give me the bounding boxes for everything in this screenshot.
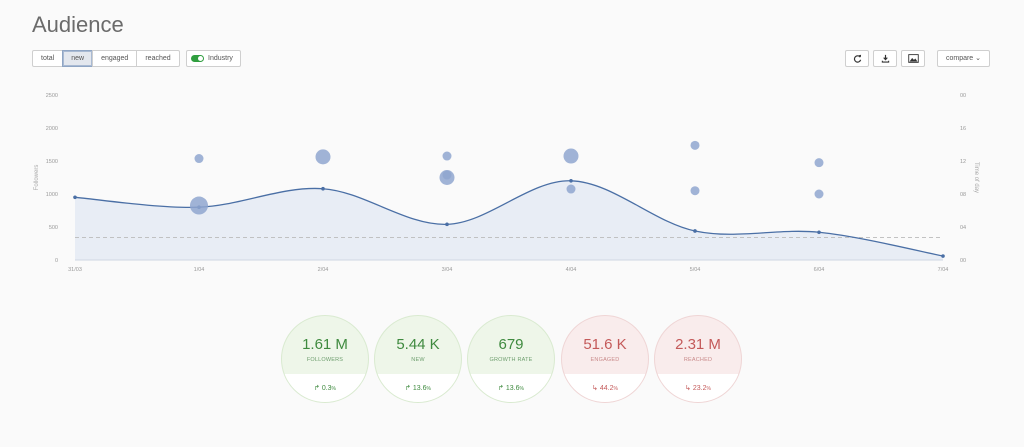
time-bubble	[814, 158, 824, 168]
data-point	[445, 222, 449, 227]
right-tick-label: 00	[960, 258, 966, 264]
stat-label: FOLLOWERS	[306, 357, 344, 363]
data-point	[569, 179, 573, 183]
refresh-button[interactable]	[845, 50, 869, 67]
time-bubble	[690, 186, 700, 196]
time-bubble	[690, 140, 700, 150]
stat-value: 679	[498, 336, 524, 353]
arrow-down-icon: ↳	[592, 385, 598, 392]
stat-new: 5.44 K NEW ↱ 13.6%	[374, 315, 462, 403]
stat-label: ENGAGED	[590, 357, 620, 363]
stat-value: 2.31 M	[675, 336, 721, 353]
stat-label: NEW	[411, 357, 425, 363]
x-tick-label: 5/04	[690, 267, 701, 273]
metric-tabs: total new engaged reached	[32, 50, 180, 67]
time-bubble	[315, 149, 331, 165]
industry-label: Industry	[208, 55, 233, 62]
x-tick-label: 1/04	[194, 267, 205, 273]
left-tick-label: 2000	[46, 126, 58, 132]
stats-row: 1.61 M FOLLOWERS ↱ 0.3% 5.44 K NEW ↱ 13.…	[281, 315, 742, 405]
right-tick-label: 16	[960, 126, 966, 132]
industry-toggle-button[interactable]: Industry	[186, 50, 241, 67]
stat-change: ↱ 0.3%	[313, 385, 336, 392]
time-bubble	[566, 184, 576, 194]
right-tick-label: 12	[960, 159, 966, 165]
time-bubble	[442, 151, 452, 161]
toggle-icon[interactable]	[191, 55, 204, 62]
left-tick-label: 500	[49, 225, 58, 231]
left-tick-label: 2500	[46, 93, 58, 99]
stat-change: ↳ 23.2%	[685, 385, 711, 392]
left-axis-label: Followers	[34, 165, 40, 191]
left-tick-label: 0	[55, 258, 58, 264]
data-point	[693, 229, 697, 233]
x-tick-label: 4/04	[566, 267, 577, 273]
page-title: Audience	[32, 12, 124, 37]
download-button[interactable]	[873, 50, 897, 67]
stat-change: ↱ 13.6%	[405, 385, 431, 392]
time-bubble	[814, 189, 824, 199]
x-tick-label: 2/04	[318, 267, 329, 273]
x-tick-label: 6/04	[814, 267, 825, 273]
arrow-up-icon: ↱	[405, 385, 411, 392]
data-point	[321, 186, 325, 191]
stat-value: 51.6 K	[583, 336, 627, 353]
x-tick-label: 3/04	[442, 267, 453, 273]
time-bubble	[194, 154, 204, 164]
x-tick-label: 7/04	[938, 267, 949, 273]
compare-dropdown[interactable]: compare ⌄	[937, 50, 990, 67]
tab-reached[interactable]: reached	[136, 50, 180, 67]
refresh-icon	[853, 54, 861, 63]
followers-area	[75, 180, 943, 260]
arrow-up-icon: ↱	[498, 385, 504, 392]
arrow-up-icon: ↱	[313, 385, 320, 392]
stat-followers: 1.61 M FOLLOWERS ↱ 0.3%	[281, 315, 369, 403]
right-tick-label: 00	[960, 93, 966, 99]
left-tick-label: 1000	[46, 192, 58, 198]
time-bubble	[563, 148, 579, 164]
followers-line	[74, 180, 944, 257]
right-axis-label: Time of day	[973, 162, 979, 193]
time-bubble	[190, 196, 208, 215]
stat-change: ↳ 44.2%	[592, 385, 618, 392]
left-tick-label: 1500	[46, 159, 58, 165]
export-image-button[interactable]	[901, 50, 925, 67]
time-bubble	[442, 170, 452, 180]
data-point	[73, 195, 77, 200]
stat-change: ↱ 13.6%	[498, 385, 524, 392]
stat-growth-rate: 679 GROWTH RATE ↱ 13.6%	[467, 315, 555, 403]
right-tick-label: 08	[960, 192, 966, 198]
tab-engaged[interactable]: engaged	[92, 50, 138, 67]
data-point	[817, 230, 821, 235]
tab-total[interactable]: total	[32, 50, 64, 67]
stat-reached: 2.31 M REACHED ↳ 23.2%	[654, 315, 742, 403]
stat-label: REACHED	[683, 357, 713, 363]
data-point	[941, 254, 945, 258]
image-icon	[907, 54, 919, 63]
stat-value: 1.61 M	[302, 336, 348, 353]
tab-new[interactable]: new	[62, 50, 94, 67]
right-tick-label: 04	[960, 225, 966, 231]
stat-engaged: 51.6 K ENGAGED ↳ 44.2%	[561, 315, 649, 403]
arrow-down-icon: ↳	[685, 385, 691, 392]
x-tick-label: 31/03	[68, 267, 82, 273]
stat-value: 5.44 K	[396, 336, 440, 353]
download-icon	[881, 54, 889, 63]
audience-chart: Followers Time of day 2500 2000 1500 1000 500 0…	[34, 93, 979, 273]
stat-label: GROWTH RATE	[489, 357, 533, 363]
